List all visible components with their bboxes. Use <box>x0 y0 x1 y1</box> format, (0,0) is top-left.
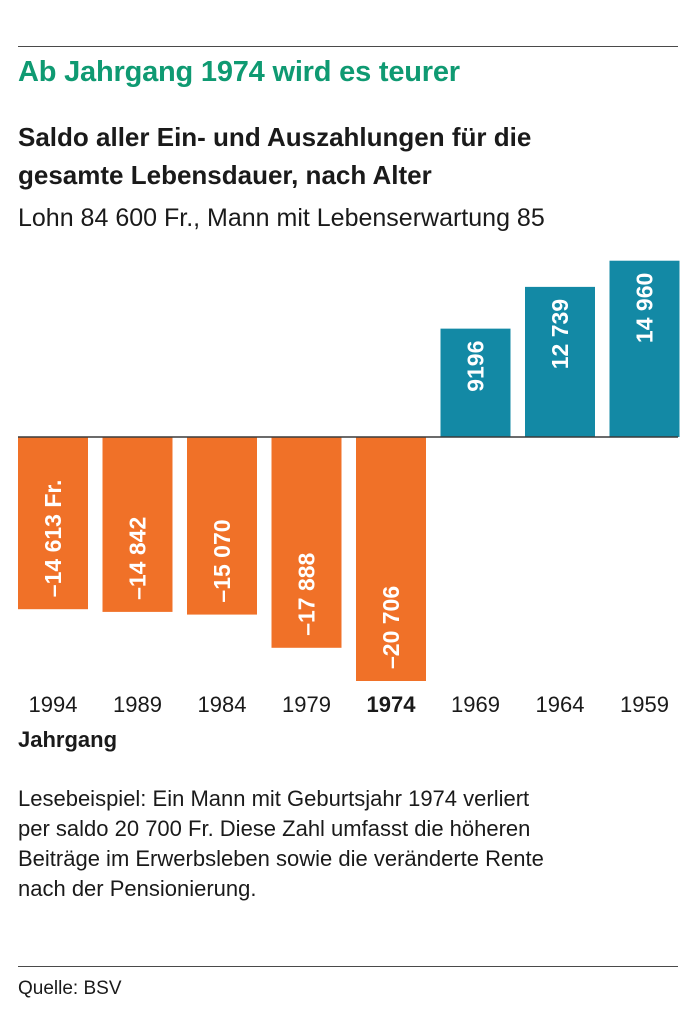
bar-1989 <box>102 437 173 612</box>
data-label-1969: 9196 <box>463 341 489 392</box>
data-label-1989: –14 842 <box>125 517 151 600</box>
tick-label-1959: 1959 <box>620 692 669 717</box>
subtitle-line-1: Saldo aller Ein- und Auszahlungen für di… <box>18 122 532 152</box>
tick-label-1994: 1994 <box>29 692 78 717</box>
bar-1959 <box>609 260 680 437</box>
top-rule <box>18 46 678 47</box>
bar-chart: –14 613 Fr. 1994 –14 842 1989 –15 070 1984 –17… <box>18 260 680 752</box>
tick-label-1964: 1964 <box>536 692 585 717</box>
subtitle-line-2: gesamte Lebensdauer, nach Alter <box>18 160 432 190</box>
reading-line-4: nach der Pensionierung. <box>18 876 257 901</box>
tick-label-1989: 1989 <box>113 692 162 717</box>
bar-1974 <box>356 437 426 681</box>
bottom-rule <box>18 966 678 967</box>
headline: Ab Jahrgang 1974 wird es teurer <box>18 56 460 88</box>
bar-1964 <box>525 286 595 437</box>
bar-1969 <box>440 328 511 437</box>
chart-subtitle: Saldo aller Ein- und Auszahlungen für di… <box>18 118 678 194</box>
tick-label-1984: 1984 <box>198 692 247 717</box>
data-label-1959: 14 960 <box>632 273 658 343</box>
data-label-1979: –17 888 <box>294 552 320 635</box>
tick-label-1979: 1979 <box>282 692 331 717</box>
tick-label-1969: 1969 <box>451 692 500 717</box>
reading-line-3: Beiträge im Erwerbsleben sowie die verän… <box>18 846 544 871</box>
x-axis-label: Jahrgang <box>18 727 117 752</box>
bar-1979 <box>271 437 342 648</box>
chart-note: Lohn 84 600 Fr., Mann mit Lebenserwartun… <box>18 204 545 232</box>
bar-1984 <box>187 437 257 615</box>
data-label-1964: 12 739 <box>547 299 573 369</box>
reading-line-1: Lesebeispiel: Ein Mann mit Geburtsjahr 1… <box>18 786 530 811</box>
reading-line-2: per saldo 20 700 Fr. Diese Zahl umfasst … <box>18 816 531 841</box>
data-label-1984: –15 070 <box>209 519 235 602</box>
data-label-1974: –20 706 <box>378 586 404 669</box>
reading-example: Lesebeispiel: Ein Mann mit Geburtsjahr 1… <box>18 784 683 904</box>
bar-1994 <box>18 437 88 610</box>
data-label-1994: –14 613 Fr. <box>40 480 66 598</box>
tick-label-1974: 1974 <box>367 692 417 717</box>
source-note: Quelle: BSV <box>18 978 122 999</box>
